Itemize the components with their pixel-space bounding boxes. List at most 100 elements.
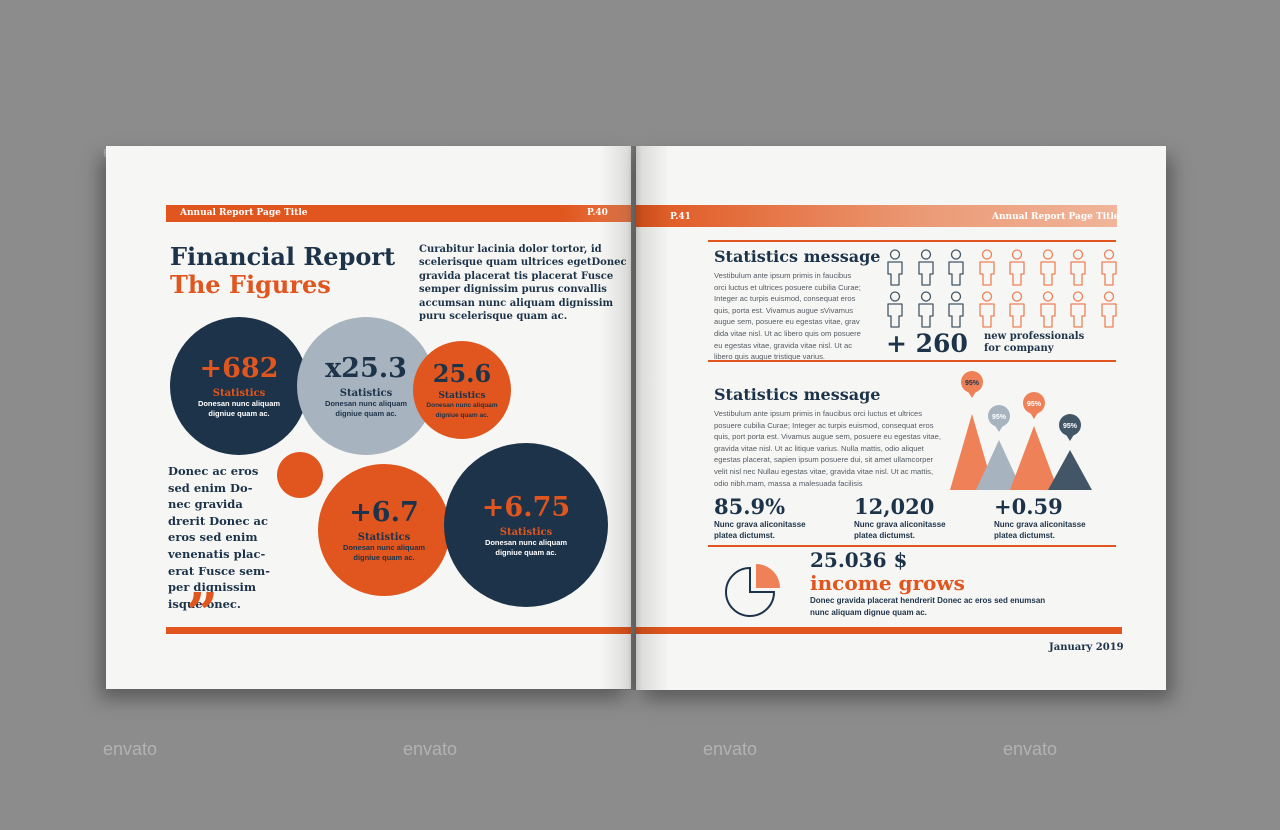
stat-label: Statistics: [499, 526, 553, 538]
caption-line: Nunc grava aliconitasse: [714, 520, 806, 529]
stat-value: 25.6: [432, 359, 492, 388]
left-page: Annual Report Page Title P.40 Financial …: [106, 146, 631, 689]
peak-chart: 95% 95% 95% 95%: [950, 371, 1092, 490]
body-line: quis, port porta est. Vivamus augue sem,…: [714, 432, 941, 442]
body-line: odio nibh.mam, massa a malesuada facilis…: [714, 478, 863, 488]
quote-line: Donec ac eros: [168, 464, 259, 478]
peak-marker: 95%: [1023, 392, 1045, 419]
professionals-caption: new professionals for company: [984, 331, 1084, 355]
caption-line: Nunc grava aliconitasse: [994, 520, 1086, 529]
section-rule: [708, 545, 1116, 547]
page-number: P.41: [670, 212, 691, 222]
intro-line: puru scelerisque quam ac.: [419, 311, 568, 323]
watermark: envato: [103, 739, 158, 759]
peak-label: 95%: [965, 380, 980, 387]
person-icon: [978, 291, 995, 328]
stat-value: +682: [199, 352, 279, 384]
pie-chart-icon: [725, 564, 780, 617]
person-icon: [1070, 249, 1086, 286]
section-body: Vestibulum ante ipsum primis in faucibus…: [714, 408, 941, 489]
body-line: velit nisl nec Nullau egestas vitae, gra…: [714, 466, 934, 476]
stat-desc: Donesan nunc aliquam: [342, 542, 426, 552]
stat-desc: Donesan nunc aliquam: [324, 398, 408, 408]
stat-circle: +6.7 Statistics Donesan nunc aliquam dig…: [318, 464, 450, 596]
peak-marker: 95%: [988, 405, 1010, 432]
people-grid: [886, 249, 1118, 333]
stat-label: Statistics: [357, 531, 411, 543]
desc-line: nunc aliquam dignue quam ac.: [810, 608, 927, 617]
stat-desc: digniue quam ac.: [353, 552, 415, 562]
peak-marker: 95%: [1059, 414, 1081, 441]
quote-line: drerit Donec ac: [168, 513, 268, 528]
header-title: Annual Report Page Title: [180, 208, 308, 218]
accent-dot: [277, 452, 323, 498]
footer-rule: [166, 627, 631, 634]
body-line: gravida vitae nisl. Ut ac litique varius…: [714, 443, 924, 453]
caption-line: new professionals: [984, 331, 1085, 342]
footer-rule: [636, 627, 1122, 634]
person-icon: [1100, 291, 1117, 328]
peak-triangle: [976, 440, 1022, 490]
quote-text: Donec ac eros sed enim Do- nec gravida d…: [168, 463, 270, 612]
person-icon: [1039, 291, 1056, 328]
person-icon: [978, 249, 995, 286]
stat-caption: Nunc grava aliconitasse platea dictumst.: [854, 519, 946, 541]
peak-triangle: [950, 414, 994, 490]
body-line: posuere cubilia Curae; Integer ac turpis…: [714, 420, 934, 430]
section-title: Statistics message: [714, 247, 881, 266]
watermark: envato: [1003, 739, 1058, 759]
caption-line: platea dictumst.: [854, 531, 915, 540]
stat-desc: Donesan nunc aliquam: [426, 402, 498, 409]
intro-line: Curabitur lacinia dolor tortor, id: [419, 244, 602, 255]
stat-value: +6.75: [481, 491, 571, 523]
person-icon: [887, 249, 903, 286]
stat-label: Statistics: [438, 391, 486, 401]
page-subtitle: The Figures: [170, 270, 331, 299]
stat-desc: digniue quam ac.: [335, 408, 397, 418]
quote-line: sed enim Do-: [168, 480, 253, 495]
section-body: Vestibulum ante ipsum primis in faucibus…: [714, 270, 861, 363]
watermark: envato: [703, 739, 758, 759]
stat-circle: x25.3 Statistics Donesan nunc aliquam di…: [297, 317, 435, 455]
stat-circle: +682 Statistics Donesan nunc aliquam dig…: [170, 317, 308, 455]
person-icon: [1070, 291, 1086, 328]
stat-caption: Nunc grava aliconitasse platea dictumst.: [714, 519, 806, 541]
header-title: Annual Report Page Title: [992, 212, 1120, 222]
person-icon: [1009, 291, 1025, 328]
header-bar: [166, 205, 631, 222]
section-rule: [708, 240, 1116, 242]
body-line: quis, porta est. Vivamus augue sVivamus: [714, 305, 854, 315]
peak-label: 95%: [992, 414, 1007, 421]
page-number: P.40: [587, 208, 608, 218]
income-amount: 25.036 $: [810, 548, 908, 572]
intro-line: accumsan nunc aliquam dignissim: [419, 297, 614, 309]
desc-line: Donec gravida placerat hendrerit Donec a…: [810, 596, 1046, 605]
stat-circle: +6.75 Statistics Donesan nunc aliquam di…: [444, 443, 608, 607]
body-line: dida vitae nisl. Ut ac libero quis om po…: [714, 328, 861, 338]
header-bar: [636, 205, 1117, 227]
section-title: Statistics message: [714, 385, 881, 404]
quote-line: per dignissim: [168, 580, 257, 595]
stat-caption: Nunc grava aliconitasse platea dictumst.: [994, 519, 1086, 541]
stat-value: +6.7: [349, 496, 419, 528]
stat-circle: 25.6 Statistics Donesan nunc aliquam dig…: [413, 341, 511, 439]
section-rule: [708, 360, 1116, 362]
intro-line: gravida placerat tis placerat Fusce: [419, 270, 614, 282]
intro-line: semper dignissim purus convallis: [419, 284, 607, 296]
quote-line: erat Fusce sem-: [168, 563, 270, 578]
stat-desc: Donesan nunc aliquam: [484, 537, 568, 547]
peak-triangle: [1010, 426, 1058, 490]
caption-line: platea dictumst.: [714, 531, 775, 540]
person-icon: [1100, 249, 1117, 286]
page-title: Financial Report: [170, 242, 396, 271]
intro-line: scelerisque quam ultrices egetDonec: [419, 257, 627, 269]
watermark: envato: [403, 739, 458, 759]
stat-value: 12,020: [854, 494, 935, 519]
stat-desc: digniue quam ac.: [435, 412, 489, 419]
body-line: Integer ac turpis euismod, consequat ero…: [714, 294, 856, 304]
quote-line: venenatis plac-: [168, 546, 266, 561]
stat-label: Statistics: [339, 387, 393, 399]
quote-line: isque onec.: [168, 596, 241, 611]
right-page: P.41 Annual Report Page Title Statistics…: [636, 146, 1166, 690]
stat-desc: digniue quam ac.: [208, 408, 270, 418]
